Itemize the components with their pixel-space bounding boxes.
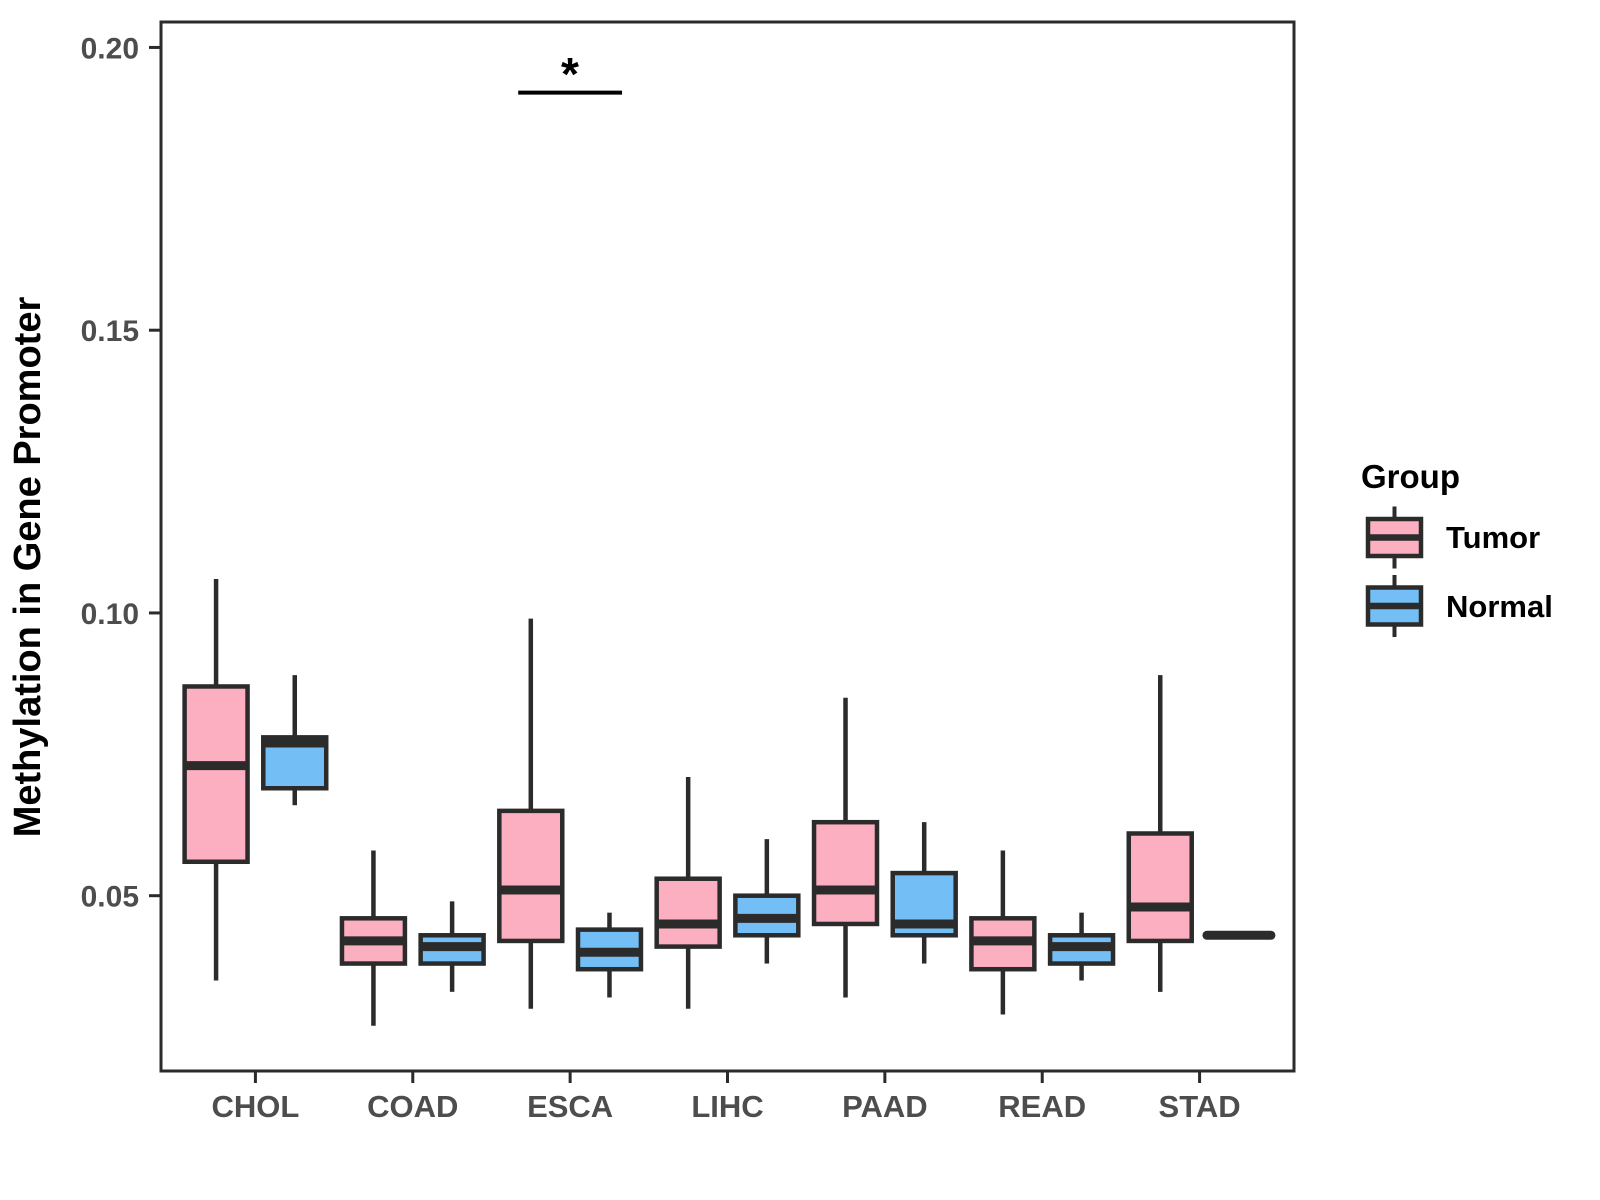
x-category-label: COAD — [367, 1089, 458, 1124]
box-PAAD-Normal — [890, 822, 958, 964]
box-LIHC-Tumor — [654, 776, 722, 1009]
box-STAD-Tumor — [1126, 675, 1194, 992]
legend-title: Group — [1361, 458, 1460, 495]
box-READ-Tumor — [969, 850, 1037, 1015]
box-COAD-Tumor — [339, 850, 408, 1026]
x-category-label: STAD — [1159, 1089, 1241, 1124]
iqr-box — [497, 808, 565, 944]
legend-key-tumor — [1365, 506, 1424, 569]
significance-asterisk: * — [561, 48, 579, 100]
y-axis-title: Methylation in Gene Promoter — [7, 297, 49, 838]
box-CHOL-Tumor — [182, 579, 250, 981]
panel-border — [159, 20, 1296, 1073]
iqr-box — [654, 876, 722, 949]
legend-label-normal: Normal — [1446, 589, 1553, 624]
box-READ-Normal — [1047, 912, 1116, 981]
legend-keys — [1365, 506, 1424, 637]
box-LIHC-Normal — [733, 839, 801, 964]
x-category-label: ESCA — [527, 1089, 613, 1124]
x-category-label: CHOL — [212, 1089, 300, 1124]
box-CHOL-Normal — [261, 675, 329, 806]
iqr-box — [811, 819, 880, 927]
legend: Group Tumor Normal — [1361, 458, 1553, 637]
x-category-label: LIHC — [691, 1089, 763, 1124]
y-tick-label: 0.10 — [81, 598, 139, 631]
box-COAD-Normal — [418, 901, 486, 992]
x-category-label: READ — [998, 1089, 1086, 1124]
box-ESCA-Normal — [575, 912, 644, 998]
x-category-label: PAAD — [842, 1089, 928, 1124]
box-ESCA-Tumor — [497, 618, 565, 1009]
iqr-box — [1126, 831, 1194, 944]
y-tick-label: 0.05 — [81, 881, 139, 914]
box-PAAD-Tumor — [811, 697, 880, 998]
plot-panel: 0.05 0.10 0.15 0.20 CHOL COAD ESCA LIHC PAAD READ… — [81, 20, 1296, 1124]
y-tick-label: 0.20 — [81, 32, 139, 65]
iqr-box — [182, 684, 250, 865]
legend-label-tumor: Tumor — [1446, 520, 1540, 555]
y-tick-label: 0.15 — [81, 315, 139, 348]
legend-key-normal — [1365, 575, 1424, 637]
